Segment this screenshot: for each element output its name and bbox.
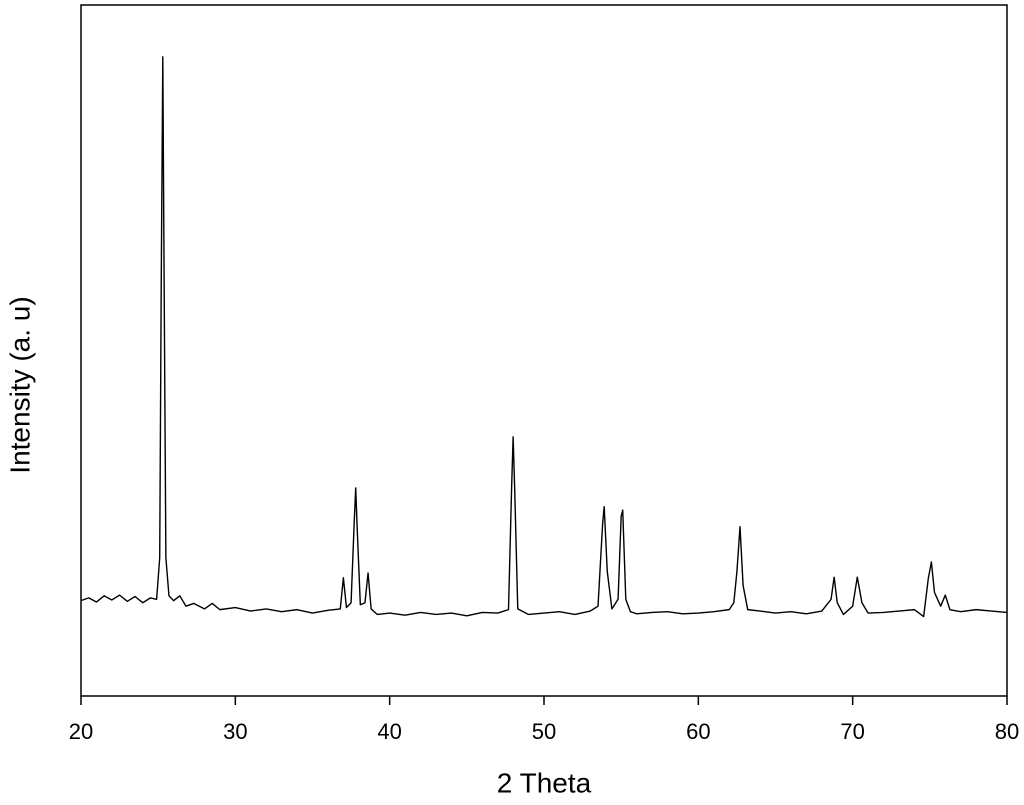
x-tick-label: 80: [995, 719, 1019, 744]
x-tick-label: 20: [69, 719, 93, 744]
x-tick-label: 50: [532, 719, 556, 744]
x-axis-label: 2 Theta: [497, 767, 592, 798]
data-line: [80, 56, 1008, 618]
plot-frame: [80, 4, 1008, 697]
x-tick-label: 30: [223, 719, 247, 744]
x-tick-label: 70: [840, 719, 864, 744]
x-tick-label: 60: [686, 719, 710, 744]
x-tick-label: 40: [377, 719, 401, 744]
y-axis-label: Intensity (a. u): [4, 296, 35, 473]
